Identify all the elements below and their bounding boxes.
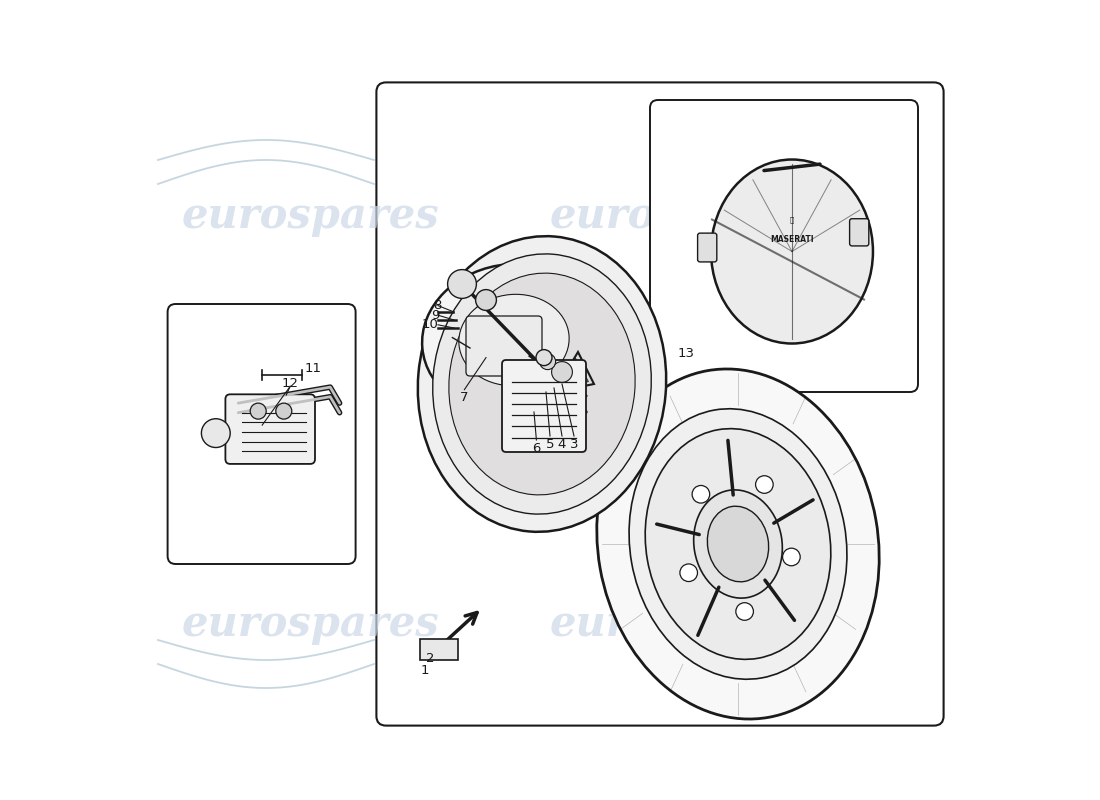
FancyBboxPatch shape xyxy=(376,82,944,726)
Text: eurospares: eurospares xyxy=(549,603,806,645)
Text: eurospares: eurospares xyxy=(549,195,806,237)
Ellipse shape xyxy=(680,564,697,582)
Ellipse shape xyxy=(756,476,773,494)
Text: 13: 13 xyxy=(678,347,694,360)
Ellipse shape xyxy=(432,254,651,514)
Text: eurospares: eurospares xyxy=(182,603,439,645)
Circle shape xyxy=(540,354,556,370)
Circle shape xyxy=(448,270,476,298)
Text: 1: 1 xyxy=(420,664,429,677)
FancyBboxPatch shape xyxy=(650,100,918,392)
FancyBboxPatch shape xyxy=(697,233,717,262)
Ellipse shape xyxy=(736,602,754,620)
Circle shape xyxy=(250,403,266,419)
FancyBboxPatch shape xyxy=(226,394,315,464)
Ellipse shape xyxy=(646,429,830,659)
Ellipse shape xyxy=(459,294,569,386)
Text: 11: 11 xyxy=(304,362,321,375)
Circle shape xyxy=(201,418,230,447)
FancyBboxPatch shape xyxy=(502,360,586,452)
Text: 8: 8 xyxy=(432,299,441,312)
FancyBboxPatch shape xyxy=(167,304,355,564)
Ellipse shape xyxy=(707,506,769,582)
Ellipse shape xyxy=(694,490,782,598)
Circle shape xyxy=(475,290,496,310)
Text: eurospares: eurospares xyxy=(182,195,439,237)
Bar xyxy=(419,639,458,660)
Ellipse shape xyxy=(629,409,847,679)
FancyBboxPatch shape xyxy=(466,316,542,376)
Ellipse shape xyxy=(597,369,879,719)
FancyBboxPatch shape xyxy=(849,218,869,246)
Text: 7: 7 xyxy=(460,391,469,404)
Text: 10: 10 xyxy=(421,318,438,331)
Text: MASERATI: MASERATI xyxy=(770,235,814,244)
Text: ⸺: ⸺ xyxy=(790,216,794,223)
Ellipse shape xyxy=(422,264,606,416)
Ellipse shape xyxy=(692,486,710,503)
Circle shape xyxy=(276,403,292,419)
Text: 6: 6 xyxy=(532,442,540,454)
Text: 2: 2 xyxy=(426,652,434,665)
Text: 9: 9 xyxy=(431,309,440,322)
Text: 3: 3 xyxy=(570,438,579,450)
Text: 5: 5 xyxy=(546,438,554,450)
Ellipse shape xyxy=(711,159,873,343)
Ellipse shape xyxy=(782,548,800,566)
Text: 12: 12 xyxy=(282,377,299,390)
Ellipse shape xyxy=(418,236,667,532)
Text: 4: 4 xyxy=(558,438,566,450)
Circle shape xyxy=(536,350,552,366)
Ellipse shape xyxy=(449,273,635,495)
Circle shape xyxy=(551,362,572,382)
